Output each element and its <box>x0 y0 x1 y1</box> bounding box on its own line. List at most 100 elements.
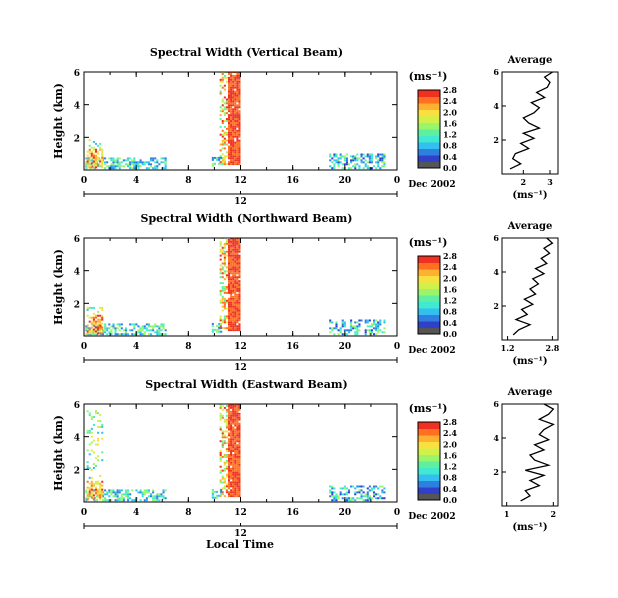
data-cell <box>141 163 144 166</box>
data-cell <box>86 166 89 169</box>
data-cell <box>230 434 233 437</box>
data-cell <box>90 330 93 333</box>
data-cell <box>124 491 128 494</box>
data-cell <box>232 414 235 417</box>
data-cell <box>232 477 235 480</box>
data-cell <box>234 78 237 81</box>
data-cell <box>375 157 378 160</box>
data-cell <box>225 274 228 277</box>
colorbar-tick-label: 0.8 <box>443 473 457 483</box>
data-cell <box>223 291 226 294</box>
data-cell <box>354 487 357 490</box>
data-cell <box>92 463 95 466</box>
data-cell <box>236 161 239 164</box>
data-cell <box>350 325 353 328</box>
data-cell <box>232 404 235 407</box>
data-cell <box>223 252 226 255</box>
data-cell <box>341 487 344 490</box>
x-tick-label: 0 <box>394 176 400 186</box>
data-cell <box>88 328 91 331</box>
data-cell <box>223 297 226 300</box>
data-cell <box>99 314 102 317</box>
data-cell <box>110 157 113 160</box>
data-cell <box>238 440 241 443</box>
data-cell <box>352 165 355 168</box>
data-cell <box>94 322 98 325</box>
data-cell <box>230 412 233 415</box>
data-cell <box>230 404 233 407</box>
data-cell <box>127 491 130 494</box>
data-cell <box>234 155 237 158</box>
data-cell <box>358 329 361 332</box>
data-cell <box>230 272 233 275</box>
data-cell <box>88 429 91 432</box>
data-cell <box>236 266 239 269</box>
data-cell <box>227 305 231 308</box>
data-cell <box>238 475 241 478</box>
data-cell <box>145 167 148 170</box>
data-cell <box>162 323 165 326</box>
data-cell <box>225 489 228 492</box>
data-cell <box>234 323 237 326</box>
data-cell <box>329 491 332 494</box>
colorbar-tick-label: 2.0 <box>443 273 457 283</box>
data-cell <box>230 248 233 251</box>
data-cell <box>230 432 233 435</box>
data-cell <box>232 248 235 251</box>
data-cell <box>116 497 119 500</box>
data-cell <box>339 153 342 156</box>
data-cell <box>232 88 235 91</box>
data-cell <box>232 74 235 77</box>
data-cell <box>232 262 235 265</box>
data-cell <box>114 161 117 164</box>
data-cell <box>238 287 241 290</box>
data-cell <box>160 323 163 326</box>
data-cell <box>219 315 222 318</box>
data-cell <box>236 448 239 451</box>
data-cell <box>227 426 231 429</box>
data-cell <box>94 490 98 493</box>
data-cell <box>232 491 235 494</box>
panel-title: Spectral Width (Vertical Beam) <box>150 46 343 59</box>
profile-frame <box>501 403 559 507</box>
data-cell <box>112 161 115 164</box>
data-cell <box>379 153 382 156</box>
data-cell <box>221 487 224 490</box>
data-cell <box>236 315 239 318</box>
data-cell <box>145 161 148 164</box>
data-cell <box>164 489 167 492</box>
data-cell <box>227 276 231 279</box>
colorbar-swatch <box>418 116 440 123</box>
data-cell <box>331 157 334 160</box>
data-cell <box>149 333 153 336</box>
data-cell <box>99 326 102 329</box>
data-cell <box>211 330 214 333</box>
data-cell <box>164 165 167 168</box>
data-cell <box>104 167 107 170</box>
data-cell <box>232 96 235 99</box>
data-cell <box>227 266 231 269</box>
data-cell <box>238 256 241 259</box>
data-cell <box>232 418 235 421</box>
data-cell <box>232 274 235 277</box>
data-cell <box>354 493 357 496</box>
data-cell <box>232 321 235 324</box>
data-cell <box>162 489 165 492</box>
data-cell <box>383 491 386 494</box>
data-cell <box>90 162 93 165</box>
data-cell <box>236 242 239 245</box>
data-cell <box>122 329 125 332</box>
data-cell <box>370 487 374 490</box>
data-cell <box>232 317 235 320</box>
data-cell <box>145 497 148 500</box>
data-cell <box>230 424 233 427</box>
data-cell <box>90 320 93 323</box>
data-cell <box>218 328 221 331</box>
data-cell <box>232 254 235 257</box>
x-tick-label: 0 <box>81 176 87 186</box>
data-cell <box>234 412 237 415</box>
data-cell <box>122 159 125 162</box>
data-cell <box>90 156 93 159</box>
data-cell <box>86 431 89 434</box>
data-cell <box>110 499 113 502</box>
